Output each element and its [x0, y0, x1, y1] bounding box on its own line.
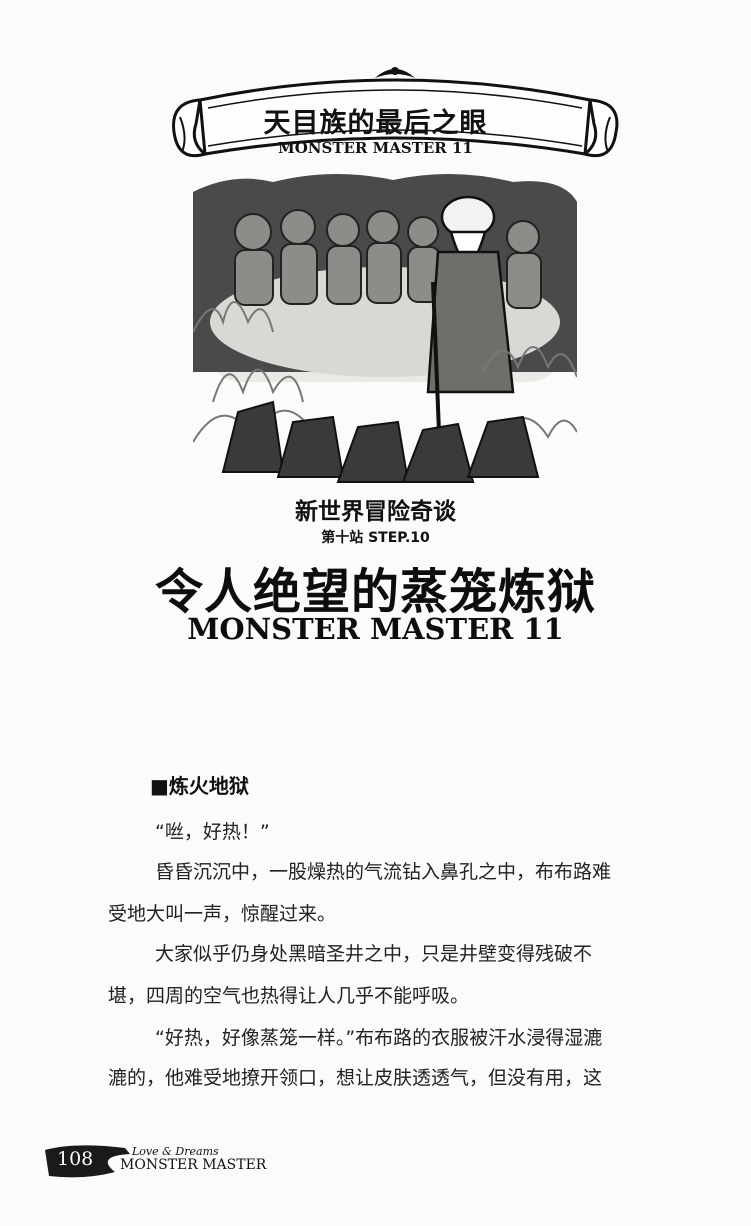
- section-heading: ■炼火地狱: [150, 774, 249, 798]
- brush-stroke-icon: [45, 1145, 130, 1178]
- paragraph-line: “好热，好像蒸笼一样。”布布路的衣服被汗水浸得湿漉: [155, 1027, 603, 1049]
- page-number-badge: 108: [45, 1142, 130, 1180]
- banner-subtitle: MONSTER MASTER 11: [278, 139, 473, 157]
- footer-brand: MONSTER MASTER: [120, 1157, 267, 1173]
- chapter-subtitle: MONSTER MASTER 11: [187, 612, 564, 646]
- chapter-title: 令人绝望的蒸笼炼狱: [154, 564, 596, 620]
- footer-tagline: Love & Dreams: [132, 1145, 219, 1158]
- paragraph-line: 漉的，他难受地撩开领口，想让皮肤透透气，但没有用，这: [108, 1067, 603, 1089]
- series-title: 新世界冒险奇谈: [295, 499, 456, 525]
- paragraph-line: “咝，好热！”: [155, 821, 270, 843]
- banner-title: 天目族的最后之眼: [263, 108, 488, 139]
- paragraph-line: 堪，四周的空气也热得让人几乎不能呼吸。: [108, 985, 470, 1007]
- cave-illustration: [193, 173, 577, 483]
- banner-scroll-ornament: [172, 67, 619, 158]
- step-label: 第十站 STEP.10: [321, 530, 430, 546]
- page-number: 108: [57, 1148, 94, 1170]
- paragraph-line: 昏昏沉沉中，一股燥热的气流钻入鼻孔之中，布布路难: [155, 861, 612, 883]
- paragraph-line: 受地大叫一声，惊醒过来。: [108, 903, 337, 925]
- paragraph-line: 大家似乎仍身处黑暗圣井之中，只是井壁变得残破不: [155, 943, 593, 965]
